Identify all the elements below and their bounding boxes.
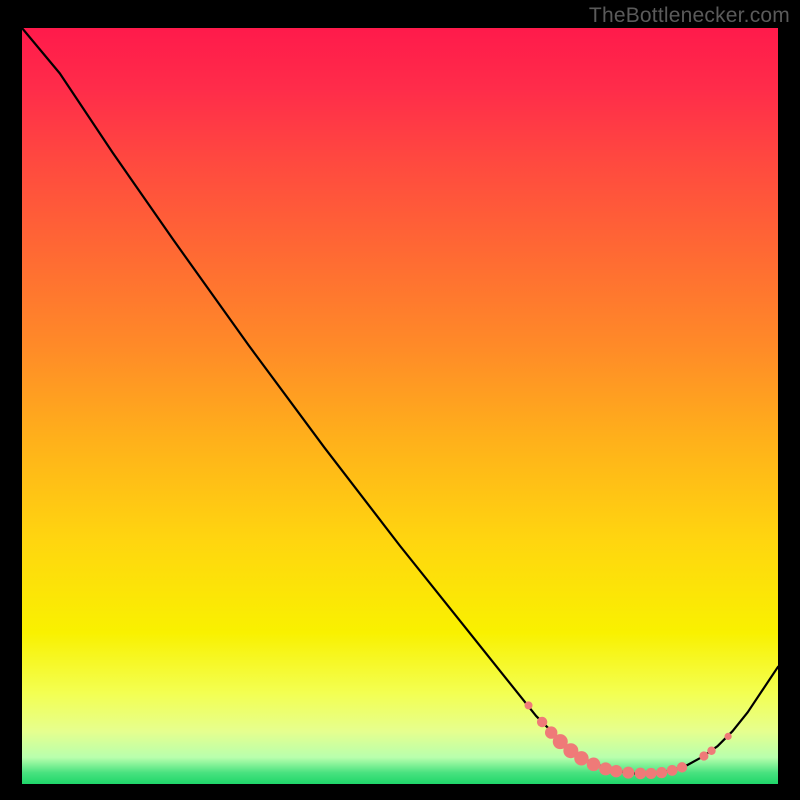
data-marker (699, 751, 708, 760)
data-marker (525, 701, 533, 709)
data-marker (622, 767, 634, 779)
data-marker (725, 733, 732, 740)
data-marker (707, 747, 715, 755)
data-marker (656, 767, 667, 778)
data-marker (635, 768, 647, 780)
gradient-background (22, 28, 778, 784)
data-marker (610, 765, 622, 777)
data-marker (645, 768, 656, 779)
data-marker (537, 717, 547, 727)
chart-svg (22, 28, 778, 784)
data-marker (574, 751, 588, 765)
data-marker (667, 765, 678, 776)
watermark-text: TheBottlenecker.com (589, 4, 790, 28)
data-marker (677, 762, 687, 772)
stage: TheBottlenecker.com (0, 0, 800, 800)
data-marker (599, 762, 612, 775)
plot-area (22, 28, 778, 784)
data-marker (587, 758, 601, 772)
